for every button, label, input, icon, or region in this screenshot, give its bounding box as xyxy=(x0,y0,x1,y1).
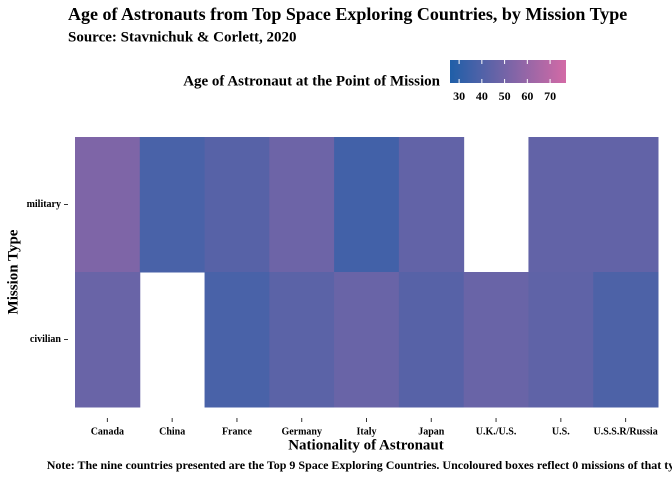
x-tick-label: Italy xyxy=(357,426,377,437)
heat-cell xyxy=(269,137,335,273)
x-tick-label: U.S.S.R/Russia xyxy=(594,426,658,437)
heat-cell xyxy=(528,137,594,273)
heat-cell xyxy=(269,272,335,408)
legend-tick-label: 50 xyxy=(499,89,511,103)
y-tick-label: civilian xyxy=(30,334,62,345)
legend-tick-label: 60 xyxy=(521,89,533,103)
x-tick-label: France xyxy=(222,426,253,437)
caption: Note: The nine countries presented are t… xyxy=(47,458,672,472)
legend-title: Age of Astronaut at the Point of Mission xyxy=(183,73,440,89)
x-axis-title: Nationality of Astronaut xyxy=(288,437,444,453)
heat-cell xyxy=(334,137,400,273)
heat-cell xyxy=(334,272,400,408)
x-tick-label: Canada xyxy=(91,426,124,437)
heat-cell xyxy=(528,272,594,408)
heat-cell xyxy=(398,272,465,408)
x-tick-label: Germany xyxy=(281,426,322,437)
chart-title: Age of Astronauts from Top Space Explori… xyxy=(68,4,627,24)
heat-cell xyxy=(75,272,141,408)
heat-cell xyxy=(398,137,465,273)
heat-cell xyxy=(204,137,270,273)
legend-bar xyxy=(450,60,566,83)
chart-subtitle: Source: Stavnichuk & Corlett, 2020 xyxy=(68,29,296,45)
legend-tick-label: 70 xyxy=(544,89,556,103)
legend-tick-label: 30 xyxy=(453,89,465,103)
x-tick-label: U.K./U.S. xyxy=(476,426,517,437)
y-tick-label: military xyxy=(27,199,61,210)
x-tick-label: U.S. xyxy=(552,426,570,437)
heat-cell xyxy=(593,137,659,273)
heat-cell xyxy=(75,137,141,273)
legend-tick-label: 40 xyxy=(476,89,488,103)
y-axis-title: Mission Type xyxy=(5,229,21,314)
heat-cell xyxy=(139,137,206,273)
heat-cell xyxy=(204,272,270,408)
heat-cell xyxy=(463,272,529,408)
x-tick-label: Japan xyxy=(418,426,445,437)
x-tick-label: China xyxy=(159,426,185,437)
heat-cell xyxy=(593,272,659,408)
